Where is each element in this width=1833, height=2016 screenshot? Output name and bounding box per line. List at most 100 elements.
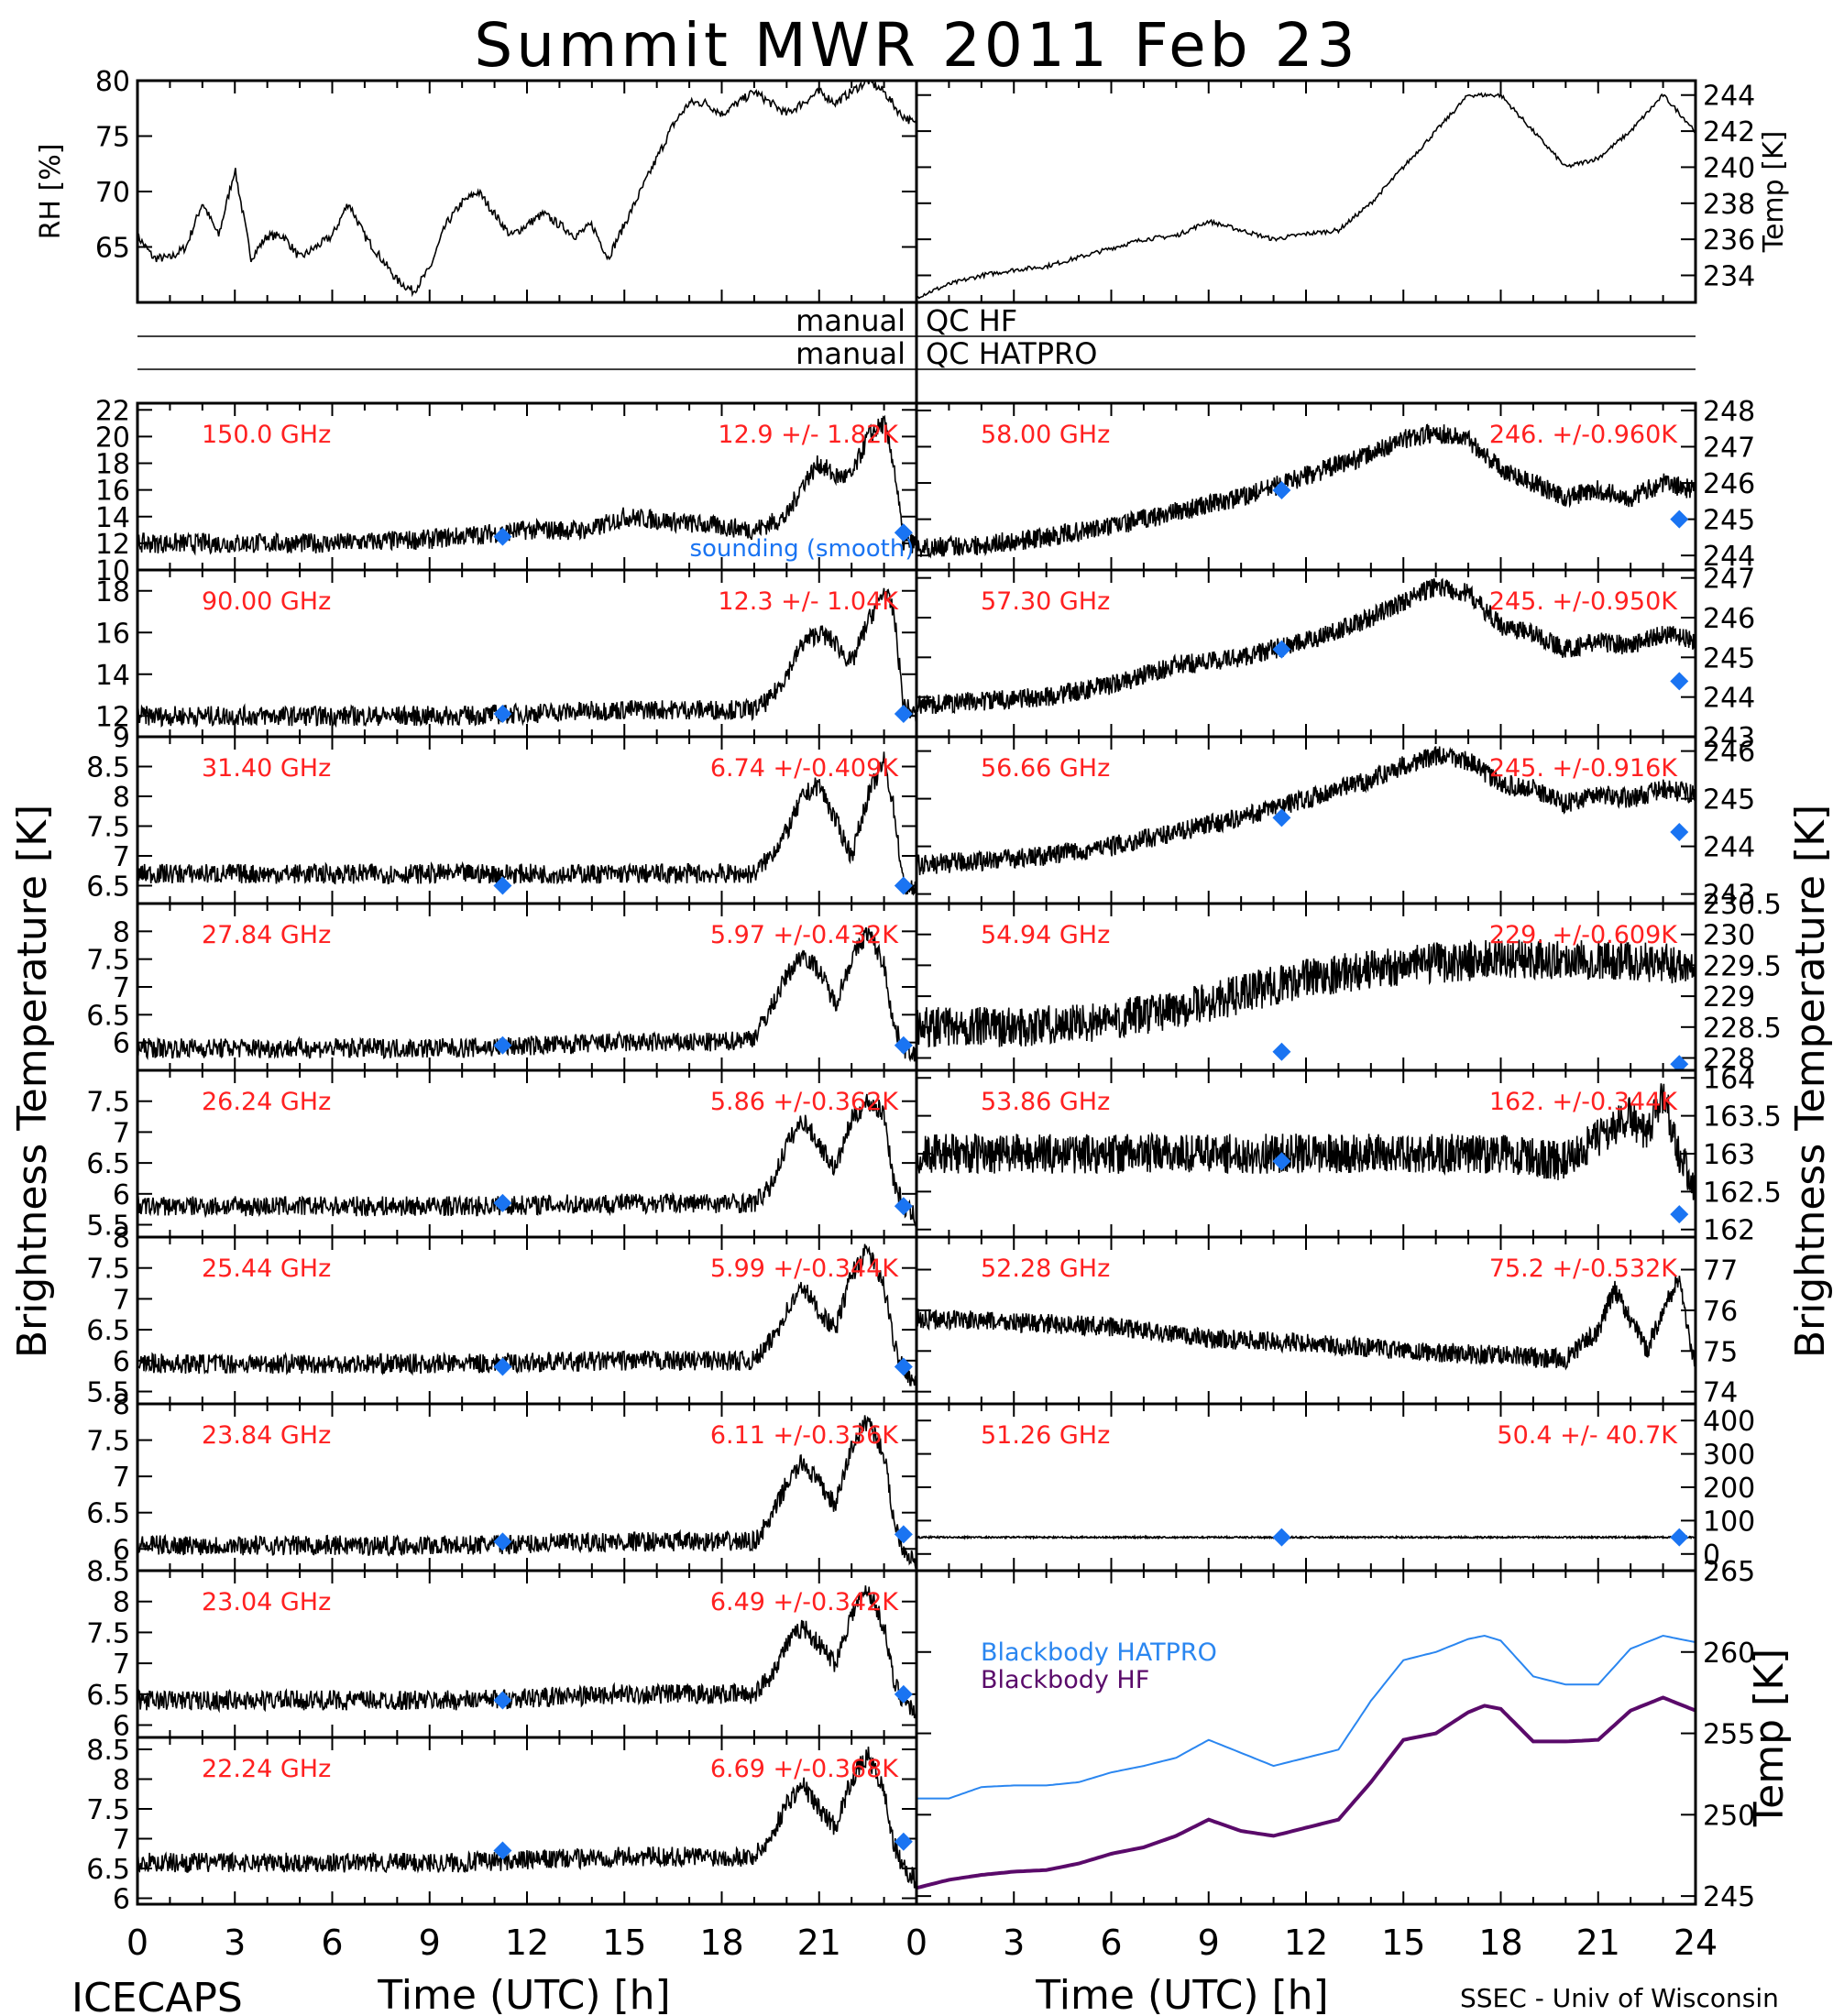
stats-label: 12.9 +/- 1.82K [718,421,899,449]
frequency-label: 58.00 GHz [981,421,1110,449]
y-tick-label: 245 [1703,1881,1755,1913]
y-tick-label: 7 [113,1649,130,1681]
sounding-marker [493,704,512,723]
x-tick-label: 0 [906,1923,927,1963]
y-tick-label: 255 [1703,1719,1755,1751]
y-tick-label: 7.5 [86,945,130,977]
sounding-marker [1272,1528,1291,1547]
sounding-marker [894,1197,913,1216]
series-group [137,414,916,556]
y-tick-label: 244 [1703,81,1755,113]
sounding-marker [1272,1152,1291,1171]
frequency-label: 150.0 GHz [202,421,331,449]
series-group [137,926,916,1063]
y-tick-label: 77 [1703,1255,1738,1287]
y-tick-label: 8 [113,1222,130,1255]
panel-k2624: 5.566.577.5 26.24 GHz 5.86 +/-0.362K [86,1068,918,1243]
y-tick-label: 234 [1703,260,1755,292]
sounding-marker [493,876,512,895]
y-tick-label: 7.5 [86,1794,130,1826]
y-tick-label: 76 [1703,1296,1738,1328]
x-tick-label: 12 [505,1923,549,1963]
y-tick-label: 238 [1703,189,1755,221]
sounding-marker [493,1193,512,1212]
frequency-label: 57.30 GHz [981,587,1110,616]
sounding-marker [493,527,512,546]
y-tick-label: 5.5 [86,1211,130,1243]
panel-k2304: 66.577.588.5 23.04 GHz 6.49 +/-0.342K [86,1556,918,1743]
x-tick-label: 24 [1674,1923,1718,1963]
stats-label: 6.74 +/-0.409K [710,754,899,783]
stats-label: 245. +/-0.950K [1489,587,1678,616]
x-tick-label: 21 [1576,1923,1620,1963]
y-tick-label: 100 [1703,1506,1755,1538]
series-group [916,1634,1696,1890]
y-tick-label: 18 [95,576,130,608]
y-tick-label: 18 [95,449,130,481]
y-tick-label: 246 [1703,468,1755,500]
frequency-label: 22.24 GHz [202,1755,331,1783]
y-tick-label: 7 [113,972,130,1004]
series-group [137,1244,916,1390]
right-side-label: Brightness Temperature [K] [1787,805,1833,1358]
y-tick-label: 12 [95,529,130,561]
frequency-label: 25.44 GHz [202,1255,331,1283]
y-tick-label: 162 [1703,1215,1755,1247]
panel-rh: 65 70 75 80 RH [%] [35,66,918,304]
y-tick-label: 6.5 [86,1498,130,1530]
y-tick-label: 10 [95,555,130,587]
series-group [916,423,1696,559]
sounding-marker [894,523,913,542]
sounding-marker [493,1532,512,1551]
stats-label: 5.97 +/-0.432K [710,921,899,949]
x-tick-label: 3 [224,1923,246,1963]
stats-label: 229. +/-0.609K [1489,921,1678,949]
y-tick-label: 6.5 [86,1148,130,1180]
stats-label: 50.4 +/- 40.7K [1497,1421,1678,1450]
x-tick-label: 9 [1198,1923,1220,1963]
series-line [916,423,1696,559]
series-line [137,1415,916,1570]
sounding-marker [1272,480,1291,499]
series-group [137,1093,916,1228]
y-tick-label: 7 [113,1284,130,1316]
y-tick-label: 242 [1703,116,1755,148]
y-tick-label: 16 [95,476,130,508]
panel-bb: 245 250 255 260 265 Blackbody HATPROBlackbody… [915,1556,1793,1913]
y-tick-label: 6.5 [86,1680,130,1712]
series-group [916,577,1696,715]
sounding-marker [1272,808,1291,827]
x-tick-label: 9 [419,1923,441,1963]
y-tick-label: 7 [113,1462,130,1494]
panel-frame [915,79,1697,304]
series-line [137,81,916,298]
y-tick-label: 260 [1703,1638,1755,1670]
y-tick-label: 246 [1703,737,1755,769]
y-tick-label: 6.5 [86,1854,130,1886]
panel-k2784: 66.577.58 27.84 GHz 5.97 +/-0.432K [86,902,918,1072]
y-tick-label: 400 [1703,1406,1755,1438]
frequency-label: 51.26 GHz [981,1421,1110,1450]
series-group [916,938,1696,1070]
y-tick-label: 6.5 [86,871,130,904]
series-line [916,1534,1696,1540]
sounding-marker [894,704,913,723]
y-tick-label: 245 [1703,784,1755,816]
y-tick-label: 244 [1703,683,1755,715]
y-tick-label: 162.5 [1703,1177,1782,1209]
x-tick-label: 15 [1381,1923,1425,1963]
series-group [137,1415,916,1570]
y-tick-label: 245 [1703,642,1755,674]
y-tick-label: 7 [113,1117,130,1149]
sounding-marker [493,1035,512,1055]
x-tick-label: 15 [602,1923,646,1963]
y-tick-label: 8.5 [86,1556,130,1588]
stats-label: 6.11 +/-0.336K [710,1421,899,1450]
stats-label: 75.2 +/-0.532K [1489,1255,1678,1283]
y-tick-label: 163 [1703,1139,1755,1171]
y-tick-label: 228 [1703,1044,1755,1076]
y-tick-label: 80 [95,66,130,98]
panel-v5386: 162 162.5 163 163.5 164 53.86 GHz 162. +/-0.34… [915,1063,1782,1247]
